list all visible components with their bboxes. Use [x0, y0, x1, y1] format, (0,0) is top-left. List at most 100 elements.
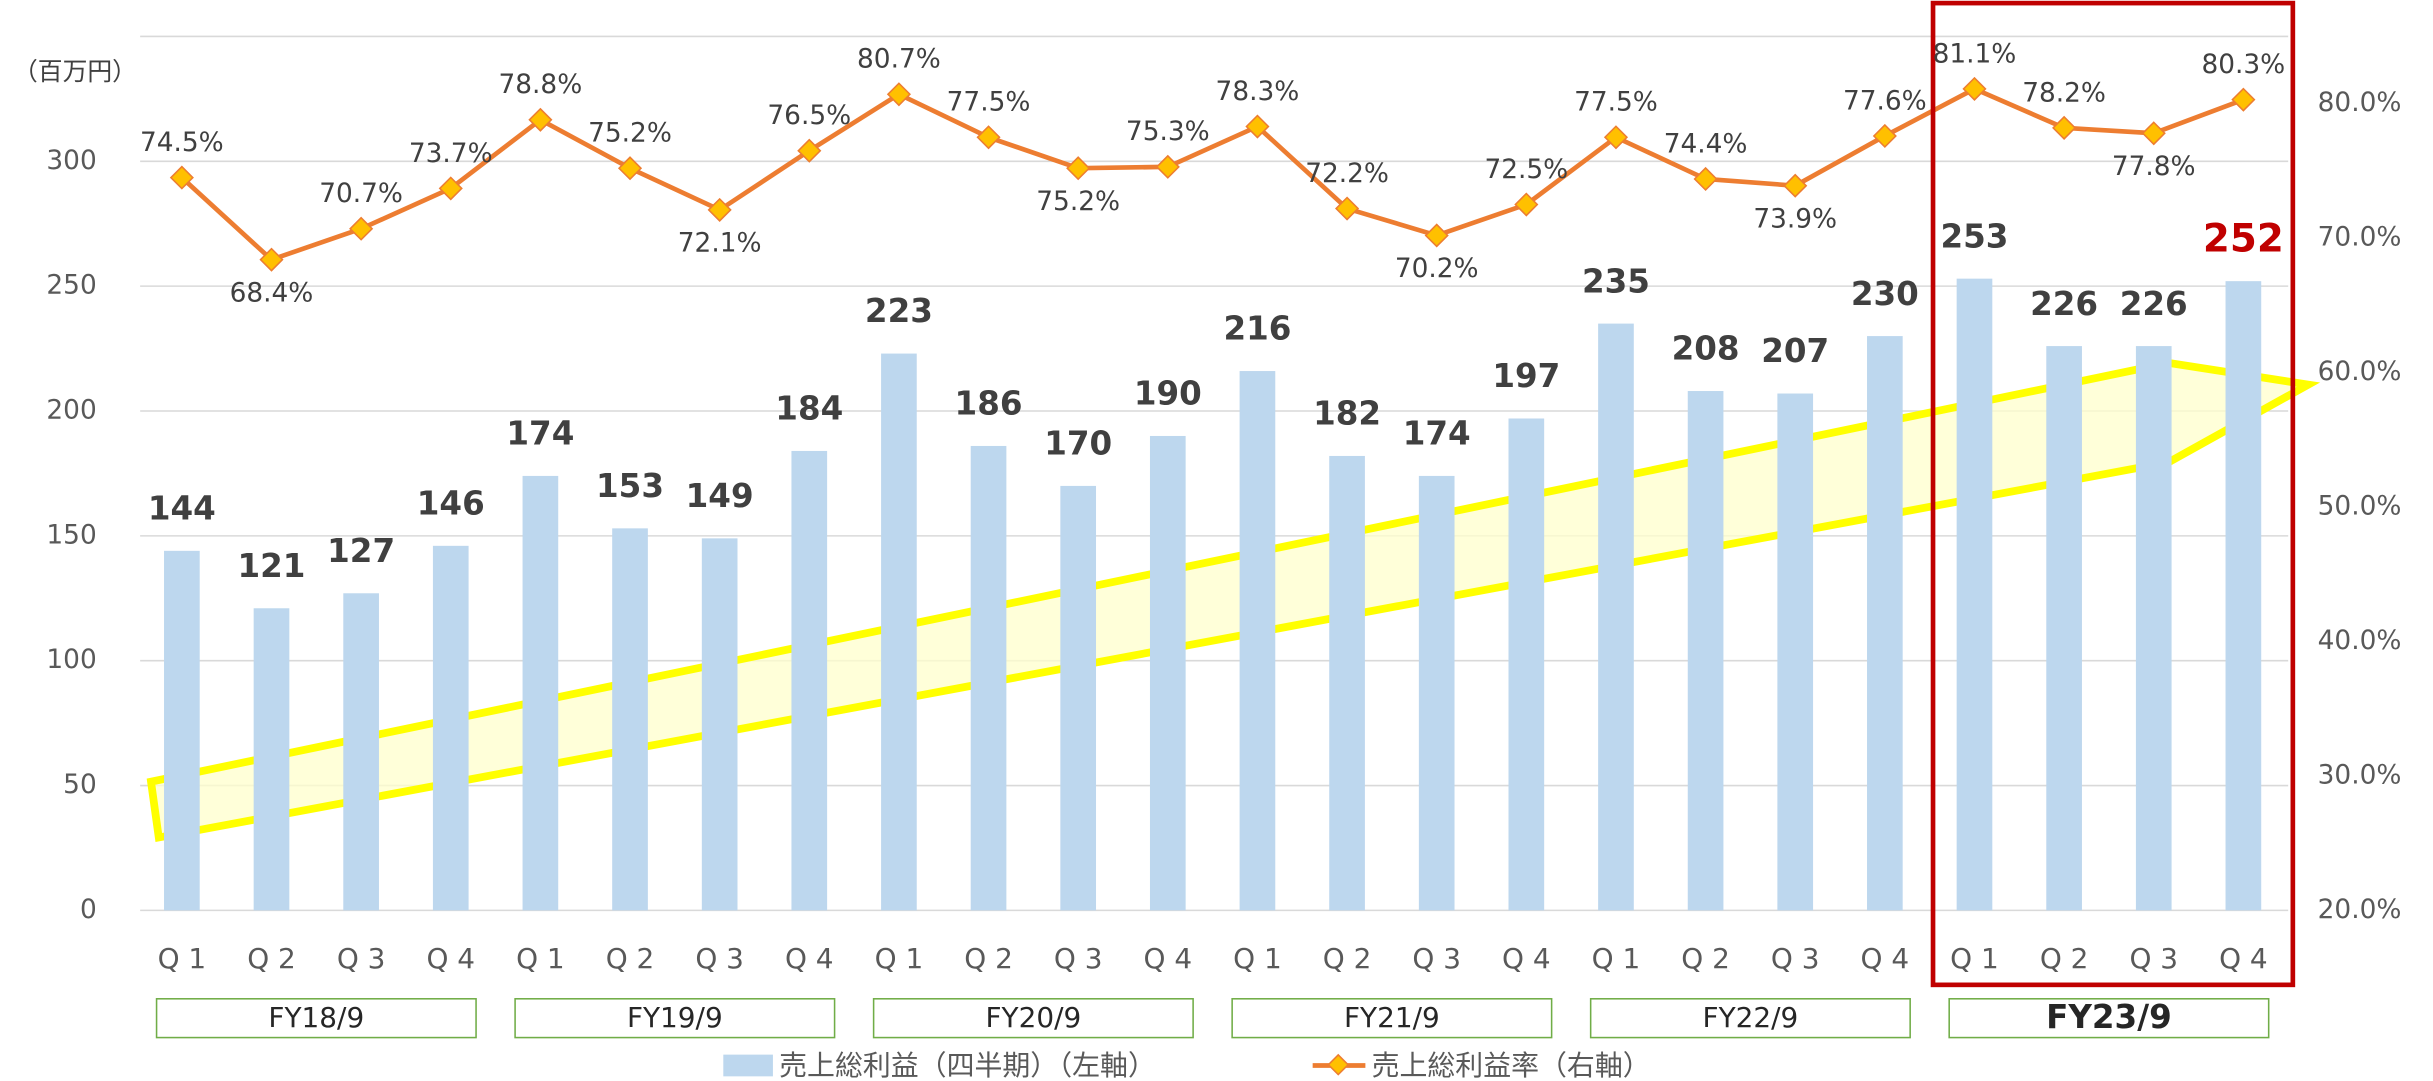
bar [970, 445, 1007, 911]
line-value-label: 74.4% [1664, 129, 1748, 159]
bar-value-label: 170 [1044, 425, 1112, 463]
bar-value-label: 146 [417, 485, 485, 523]
bar [432, 545, 469, 911]
group-box [1589, 998, 1911, 1039]
line-marker [1155, 154, 1180, 179]
bar-value-label: 208 [1672, 330, 1740, 368]
group-box [1231, 998, 1553, 1039]
line-value-label: 73.9% [1753, 204, 1837, 234]
line-marker [1783, 173, 1808, 198]
x-tick-label: Q 3 [337, 942, 386, 975]
highlight-box [1930, 0, 2296, 988]
group-label: FY20/9 [985, 1001, 1081, 1034]
line-value-label: 76.5% [767, 101, 851, 131]
bar-value-label: 252 [2203, 216, 2284, 261]
group-box [1948, 998, 2270, 1039]
line-marker [1424, 223, 1449, 248]
bar [881, 353, 917, 911]
bar-value-label: 226 [2030, 285, 2098, 323]
group-box [872, 998, 1194, 1039]
line-marker [1514, 192, 1539, 217]
line-marker [1872, 123, 1897, 149]
y-tick-label: 150 [46, 520, 96, 550]
y2-tick-label: 20.0% [2318, 895, 2402, 925]
bar-value-label: 207 [1761, 332, 1829, 370]
y2-tick-label: 70.0% [2318, 223, 2402, 253]
line-marker [1245, 114, 1270, 139]
group-label: FY21/9 [1344, 1001, 1440, 1034]
bar [1867, 336, 1903, 911]
line-marker [2231, 87, 2256, 112]
legend-label: 売上総利益率（右軸） [1372, 1049, 1651, 1081]
line-value-label: 80.3% [2202, 50, 2286, 80]
y-tick-label: 250 [46, 271, 96, 301]
y2-tick-label: 60.0% [2318, 357, 2402, 387]
x-tick-label: Q 3 [1771, 942, 1820, 975]
line-marker [617, 156, 643, 181]
bar-value-label: 174 [506, 415, 574, 453]
line-value-label: 72.2% [1305, 159, 1389, 189]
y-tick-label: 100 [46, 645, 96, 675]
bar [2135, 346, 2172, 911]
line-marker [886, 82, 911, 107]
bar-value-label: 253 [1941, 217, 2009, 255]
x-tick-label: Q 4 [785, 942, 834, 975]
x-tick-label: Q 3 [1054, 942, 1103, 975]
bar [791, 450, 828, 911]
line-marker [707, 197, 732, 222]
x-tick-label: Q 3 [2129, 942, 2178, 975]
line-value-label: 75.2% [1036, 187, 1120, 217]
x-tick-label: Q 4 [1861, 942, 1910, 975]
bar [1149, 435, 1186, 911]
group-box [514, 998, 836, 1039]
line-value-label: 73.7% [409, 139, 493, 169]
bar [253, 608, 290, 911]
line [180, 86, 2245, 263]
x-tick-label: Q 2 [964, 942, 1013, 975]
line-marker [797, 138, 822, 163]
y-tick-label: 50 [63, 770, 97, 800]
bar [1239, 371, 1276, 911]
x-tick-label: Q 2 [1323, 942, 1372, 975]
bar [1598, 323, 1634, 911]
bar-value-label: 182 [1313, 395, 1381, 433]
bar-value-label: 127 [327, 532, 395, 570]
x-tick-label: Q 4 [426, 942, 475, 975]
legend-swatch [723, 1054, 773, 1077]
bar [2225, 281, 2262, 911]
bar-value-label: 153 [596, 467, 664, 505]
group-label: FY22/9 [1703, 1001, 1799, 1034]
y-tick-label: 0 [80, 895, 97, 925]
line-marker [1335, 196, 1360, 221]
y-axis-label: （百万円） [13, 57, 137, 86]
line-value-label: 78.8% [499, 70, 583, 100]
bar-value-label: 223 [865, 292, 933, 330]
line-value-label: 78.2% [2022, 78, 2106, 108]
bar [1060, 485, 1097, 911]
legend-label: 売上総利益（四半期）（左軸） [779, 1049, 1156, 1081]
x-tick-label: Q 4 [1144, 942, 1193, 975]
line-marker [976, 125, 1001, 150]
bar [1687, 391, 1724, 911]
line-value-label: 72.5% [1484, 155, 1568, 185]
x-tick-label: Q 1 [1233, 942, 1282, 975]
line-value-label: 81.1% [1933, 39, 2017, 69]
y2-tick-label: 30.0% [2318, 760, 2402, 790]
bar-value-label: 184 [775, 390, 843, 428]
line-marker [1066, 156, 1091, 181]
bar [522, 475, 559, 911]
line-marker [1693, 166, 1718, 192]
line-marker [528, 107, 553, 132]
x-tick-label: Q 1 [875, 942, 924, 975]
x-tick-label: Q 1 [516, 942, 565, 975]
bar [1508, 418, 1545, 911]
x-tick-label: Q 3 [1412, 942, 1461, 975]
line-marker [438, 176, 463, 201]
x-tick-label: Q 3 [695, 942, 744, 975]
group-label: FY19/9 [627, 1001, 723, 1034]
bar-value-label: 149 [686, 477, 754, 515]
bar [343, 593, 379, 911]
line-value-label: 68.4% [230, 278, 314, 308]
line-value-label: 70.2% [1395, 254, 1479, 284]
bar-value-label: 235 [1582, 262, 1650, 300]
